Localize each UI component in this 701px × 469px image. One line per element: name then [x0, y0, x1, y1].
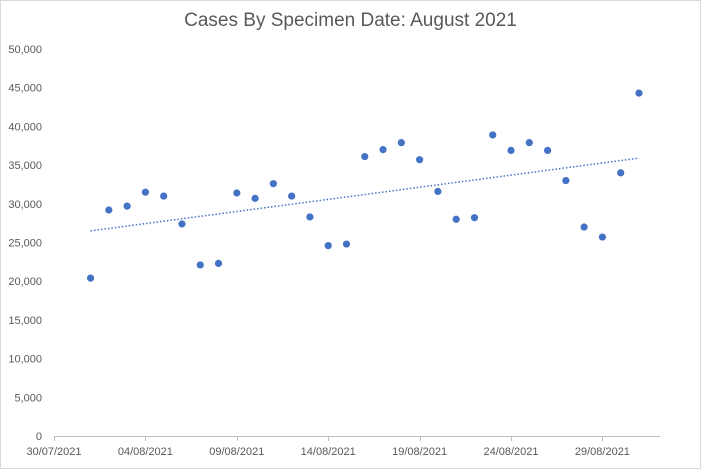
y-tick-label: 15,000: [8, 315, 42, 327]
trendline: [90, 157, 640, 232]
data-point: [452, 215, 460, 223]
x-tick-label: 09/08/2021: [209, 446, 264, 458]
data-point: [580, 223, 588, 231]
x-tick-label: 24/08/2021: [483, 446, 538, 458]
data-point: [306, 213, 314, 221]
y-tick-label: 10,000: [8, 354, 42, 366]
data-point: [141, 188, 150, 196]
y-axis-labels: 0 5,000 10,000 15,000 20,000 25,000 30,000 35,0…: [8, 44, 42, 443]
data-point: [196, 261, 204, 269]
data-point: [86, 274, 95, 282]
data-point: [105, 206, 113, 214]
data-point: [269, 180, 277, 188]
data-point: [251, 194, 259, 202]
x-tick-label: 30/07/2021: [26, 446, 81, 458]
y-tick-label: 25,000: [8, 238, 42, 250]
data-point: [635, 89, 643, 97]
x-tick-label: 19/08/2021: [392, 446, 447, 458]
x-tick-label: 29/08/2021: [575, 446, 630, 458]
data-point: [214, 259, 223, 267]
chart-title: Cases By Specimen Date: August 2021: [184, 10, 517, 31]
y-tick-label: 0: [36, 431, 42, 443]
trendline-group: [90, 157, 640, 232]
data-point: [598, 233, 607, 241]
x-tick-label: 04/08/2021: [118, 446, 173, 458]
data-point: [507, 146, 515, 154]
data-point: [123, 202, 131, 210]
x-axis: 30/07/2021 04/08/2021 09/08/2021 14/08/2021…: [26, 436, 660, 458]
data-point: [416, 156, 424, 164]
data-point: [178, 220, 186, 228]
data-point: [342, 240, 351, 248]
data-point: [288, 192, 296, 200]
y-tick-label: 40,000: [8, 121, 42, 133]
y-tick-label: 50,000: [8, 44, 42, 56]
data-point: [562, 176, 570, 185]
data-point: [489, 131, 497, 139]
y-tick-label: 35,000: [8, 160, 42, 172]
data-point: [160, 192, 168, 200]
data-point: [324, 241, 332, 250]
data-point: [434, 187, 442, 196]
x-tick-label: 14/08/2021: [301, 446, 356, 458]
data-point: [361, 152, 369, 161]
data-point: [397, 139, 405, 147]
y-tick-label: 30,000: [8, 199, 42, 211]
data-point: [543, 146, 552, 154]
data-points: [86, 89, 643, 282]
data-point: [525, 139, 533, 147]
y-tick-label: 5,000: [14, 392, 42, 404]
data-point: [233, 189, 241, 197]
data-point: [617, 169, 625, 177]
y-tick-label: 20,000: [8, 276, 42, 288]
data-point: [379, 146, 387, 154]
y-tick-label: 45,000: [8, 83, 42, 95]
data-point: [470, 214, 479, 222]
